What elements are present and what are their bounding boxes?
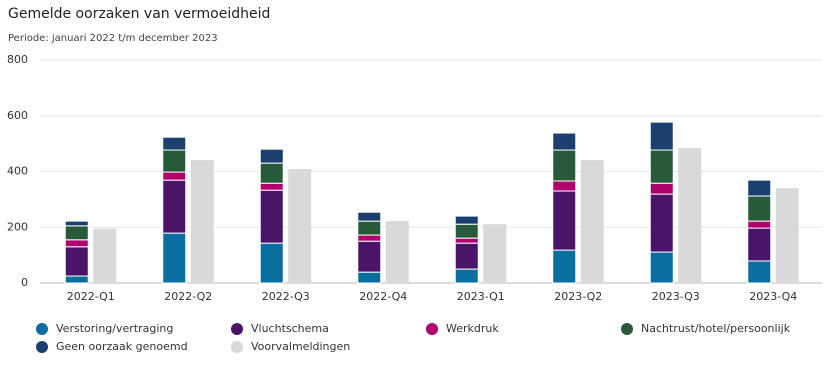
bar-segment xyxy=(649,193,674,253)
legend-marker xyxy=(426,323,438,335)
bar-segment xyxy=(552,190,577,251)
legend-label: Voorvalmeldingen xyxy=(251,340,350,353)
legend-marker xyxy=(36,341,48,353)
x-tick-label: 2023-Q3 xyxy=(652,290,700,303)
bar-segment xyxy=(747,195,772,222)
y-tick-label: 800 xyxy=(7,53,28,66)
bar-segment xyxy=(552,249,577,284)
legend-label: Nachtrust/hotel/persoonlijk xyxy=(641,322,791,335)
bar-segment xyxy=(454,242,479,270)
bar-segment xyxy=(454,268,479,284)
bar xyxy=(483,224,507,283)
bar-segment xyxy=(162,149,187,173)
bar-segment xyxy=(64,239,89,248)
bar-segment xyxy=(454,223,479,239)
bar-segment xyxy=(552,132,577,151)
legend-label: Werkdruk xyxy=(446,322,499,335)
legend-label: Vluchtschema xyxy=(251,322,329,335)
bar-segment xyxy=(747,220,772,229)
legend-label: Verstoring/vertraging xyxy=(56,322,173,335)
bar-segment xyxy=(162,179,187,234)
bar-segment xyxy=(357,240,382,273)
chart-title: Gemelde oorzaken van vermoeidheid xyxy=(8,6,270,22)
x-tick-label: 2023-Q2 xyxy=(554,290,602,303)
bar xyxy=(775,188,799,283)
x-tick-label: 2022-Q2 xyxy=(164,290,212,303)
bar-segment xyxy=(649,149,674,184)
bar-segment xyxy=(64,246,89,277)
legend-marker xyxy=(36,323,48,335)
legend-marker xyxy=(231,341,243,353)
bar-segment xyxy=(162,171,187,181)
bar-segment xyxy=(552,149,577,182)
bar-segment xyxy=(747,179,772,197)
bar-segment xyxy=(357,211,382,222)
bar-segment xyxy=(552,180,577,192)
bar xyxy=(385,221,409,283)
bar-segment xyxy=(747,227,772,262)
bar-segment xyxy=(357,234,382,242)
bar-segment xyxy=(162,136,187,151)
bar xyxy=(190,160,214,283)
bar-segment xyxy=(747,260,772,284)
bar-segment xyxy=(357,220,382,236)
bar-segment xyxy=(649,251,674,284)
bar xyxy=(93,228,117,283)
x-tick-label: 2022-Q3 xyxy=(262,290,310,303)
bar-segment xyxy=(64,225,89,241)
bar-segment xyxy=(357,271,382,284)
legend-label: Geen oorzaak genoemd xyxy=(56,340,188,353)
y-tick-label: 200 xyxy=(7,220,28,233)
x-tick-label: 2023-Q1 xyxy=(457,290,505,303)
bar-segment xyxy=(162,232,187,284)
bar-segment xyxy=(259,189,284,244)
x-tick-label: 2022-Q1 xyxy=(67,290,115,303)
legend-marker xyxy=(621,323,633,335)
bar-segment xyxy=(259,182,284,191)
bar-segment xyxy=(64,220,89,227)
y-tick-label: 400 xyxy=(7,165,28,178)
bar xyxy=(288,168,312,283)
bar-segment xyxy=(64,275,89,284)
bar-segment xyxy=(454,237,479,244)
y-tick-label: 600 xyxy=(7,109,28,122)
legend-marker xyxy=(231,323,243,335)
y-tick-label: 0 xyxy=(21,276,28,289)
bar-segment xyxy=(259,242,284,284)
bar xyxy=(580,160,604,283)
chart-subtitle: Periode: januari 2022 t/m december 2023 xyxy=(8,33,218,44)
bar-segment xyxy=(454,215,479,225)
bar-segment xyxy=(649,121,674,151)
bar-segment xyxy=(259,148,284,164)
bar-segment xyxy=(649,182,674,195)
x-tick-label: 2022-Q4 xyxy=(359,290,407,303)
bar-segment xyxy=(259,162,284,184)
bar xyxy=(678,148,702,283)
x-tick-label: 2023-Q4 xyxy=(749,290,797,303)
